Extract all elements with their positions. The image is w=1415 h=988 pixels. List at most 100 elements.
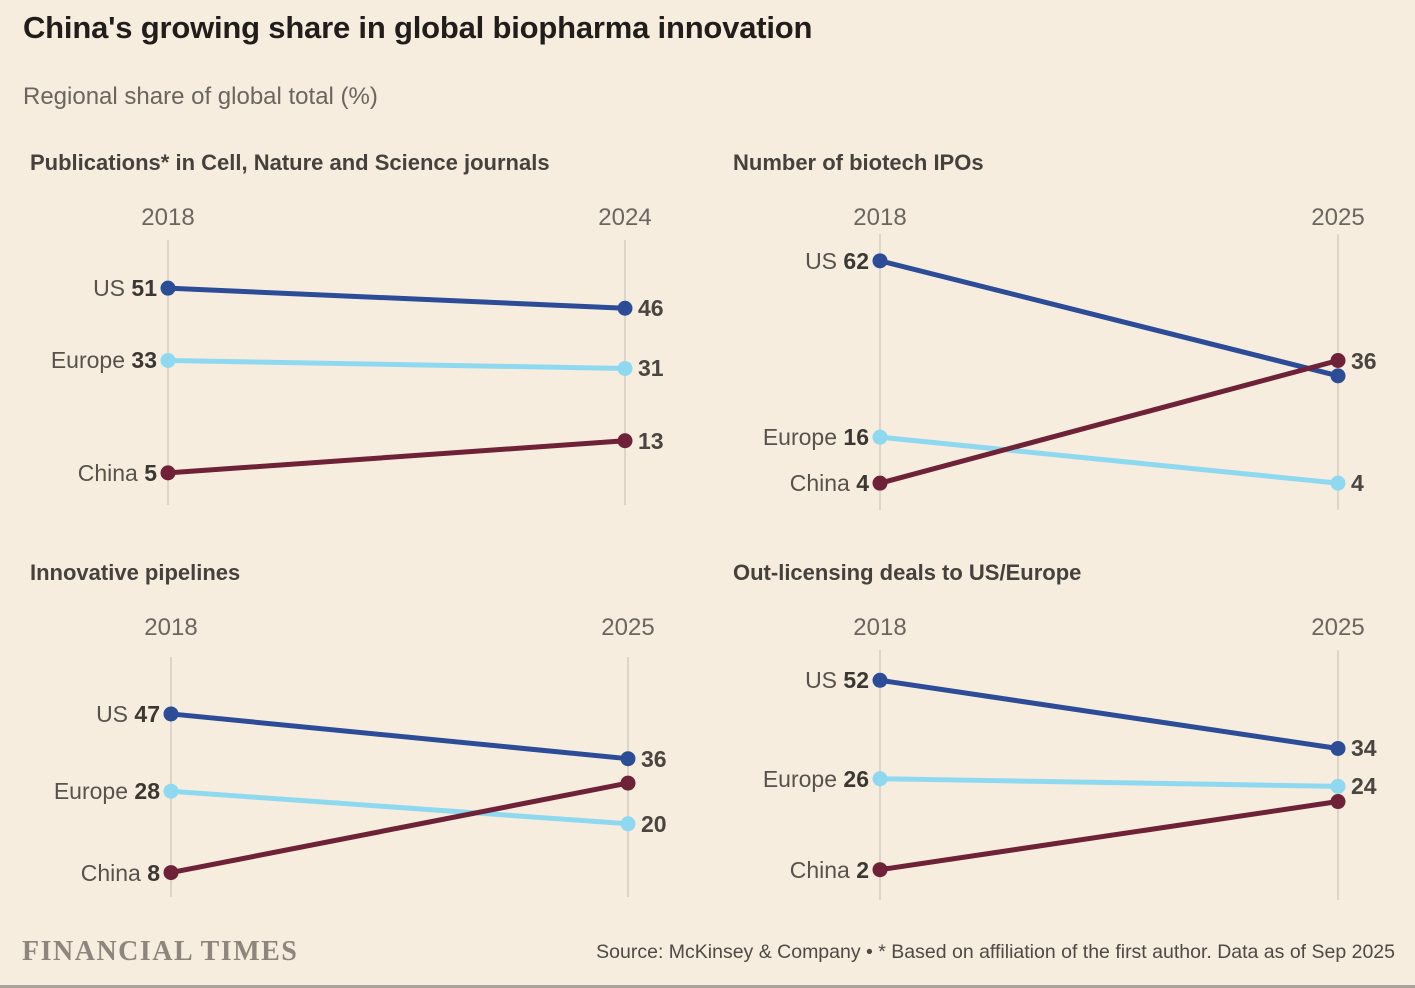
series-start-label: China 4 bbox=[790, 469, 869, 497]
data-point-us-start bbox=[872, 672, 888, 688]
region-start-value: 5 bbox=[144, 459, 157, 486]
data-point-us-end bbox=[620, 751, 636, 767]
region-start-value: 4 bbox=[856, 470, 869, 497]
year-label: 2025 bbox=[1311, 204, 1365, 231]
data-point-europe-start bbox=[872, 429, 888, 445]
year-label: 2024 bbox=[598, 204, 652, 231]
data-point-us-start bbox=[872, 253, 888, 269]
region-start-value: 52 bbox=[843, 667, 869, 694]
series-start-label: US 51 bbox=[93, 274, 157, 302]
series-line-china bbox=[168, 780, 631, 876]
panel-title: Publications* in Cell, Nature and Scienc… bbox=[30, 150, 550, 175]
region-start-value: 62 bbox=[843, 247, 869, 274]
data-point-us-start bbox=[163, 706, 179, 722]
series-line-us bbox=[165, 285, 628, 311]
series-line-china bbox=[877, 799, 1341, 873]
series-end-label: 4 bbox=[1351, 470, 1364, 497]
data-point-europe-end bbox=[1330, 475, 1346, 491]
panel-title: Number of biotech IPOs bbox=[733, 150, 984, 175]
series-end-label: 36 bbox=[1351, 347, 1377, 374]
region-name: US bbox=[96, 700, 135, 727]
series-start-label: China 2 bbox=[790, 856, 869, 884]
region-start-value: 51 bbox=[131, 275, 157, 302]
region-start-value: 2 bbox=[856, 856, 869, 883]
data-point-europe-start bbox=[163, 783, 179, 799]
region-name: Europe bbox=[53, 778, 135, 805]
region-name: Europe bbox=[762, 765, 844, 792]
series-end-label: 36 bbox=[641, 745, 667, 772]
data-point-china-start bbox=[872, 475, 888, 491]
data-point-china-start bbox=[160, 465, 176, 481]
year-label: 2018 bbox=[853, 614, 907, 641]
region-name: China bbox=[789, 856, 857, 883]
data-point-us-start bbox=[160, 280, 176, 296]
data-point-china-end bbox=[620, 775, 636, 791]
window-bottom-edge bbox=[0, 985, 1415, 988]
data-point-europe-end bbox=[620, 816, 636, 832]
data-point-europe-end bbox=[617, 360, 633, 376]
series-end-label: 31 bbox=[638, 355, 664, 382]
region-start-value: 47 bbox=[134, 700, 160, 727]
panel-title: Innovative pipelines bbox=[30, 560, 241, 585]
series-end-label: 24 bbox=[1351, 773, 1377, 800]
region-name: US bbox=[93, 275, 132, 302]
series-line-us bbox=[168, 711, 631, 762]
data-point-europe-start bbox=[160, 352, 176, 368]
series-start-label: US 47 bbox=[96, 700, 160, 728]
series-line-europe bbox=[877, 776, 1341, 789]
source-note: Source: McKinsey & Company • * Based on … bbox=[596, 941, 1395, 963]
series-end-label: 46 bbox=[638, 295, 664, 322]
data-point-europe-start bbox=[872, 771, 888, 787]
series-line-china bbox=[165, 438, 628, 476]
region-start-value: 28 bbox=[134, 778, 160, 805]
region-start-value: 33 bbox=[131, 347, 157, 374]
region-name: Europe bbox=[50, 347, 132, 374]
series-start-label: Europe 16 bbox=[763, 423, 869, 451]
series-start-label: Europe 26 bbox=[763, 765, 869, 793]
data-point-us-end bbox=[1330, 740, 1346, 756]
series-line-us bbox=[877, 677, 1341, 751]
year-label: 2018 bbox=[853, 204, 907, 231]
year-label: 2025 bbox=[1311, 614, 1365, 641]
data-point-china-end bbox=[1330, 353, 1346, 368]
region-name: China bbox=[789, 470, 857, 497]
series-end-label: 13 bbox=[638, 427, 664, 454]
region-start-value: 8 bbox=[147, 859, 160, 886]
data-point-europe-end bbox=[1330, 778, 1346, 794]
series-start-label: US 52 bbox=[805, 666, 869, 694]
series-start-label: China 8 bbox=[81, 859, 160, 887]
data-point-china-start bbox=[163, 865, 179, 881]
region-start-value: 16 bbox=[843, 424, 869, 451]
panel-title: Out-licensing deals to US/Europe bbox=[733, 560, 1082, 585]
data-point-china-start bbox=[872, 862, 888, 878]
ft-logo: FINANCIAL TIMES bbox=[22, 936, 299, 967]
series-line-europe bbox=[165, 357, 628, 371]
series-end-label: 20 bbox=[641, 810, 667, 837]
region-name: Europe bbox=[762, 424, 844, 451]
data-point-china-end bbox=[1330, 794, 1346, 810]
series-start-label: Europe 28 bbox=[54, 777, 160, 805]
year-label: 2018 bbox=[141, 204, 195, 231]
chart-subtitle: Regional share of global total (%) bbox=[23, 83, 378, 110]
series-start-label: China 5 bbox=[78, 459, 157, 487]
series-line-china bbox=[877, 358, 1341, 486]
series-line-us bbox=[877, 258, 1341, 379]
region-name: China bbox=[80, 859, 148, 886]
series-end-label: 34 bbox=[1351, 735, 1377, 762]
data-point-china-end bbox=[617, 433, 633, 449]
page-title: China's growing share in global biopharm… bbox=[23, 10, 813, 45]
series-start-label: US 62 bbox=[805, 247, 869, 275]
year-label: 2018 bbox=[144, 614, 198, 641]
series-start-label: Europe 33 bbox=[51, 346, 157, 374]
series-line-europe bbox=[168, 788, 631, 827]
region-name: US bbox=[805, 247, 844, 274]
series-line-europe bbox=[877, 434, 1341, 486]
data-point-us-end bbox=[1330, 368, 1346, 384]
region-start-value: 26 bbox=[843, 765, 869, 792]
region-name: US bbox=[805, 667, 844, 694]
data-point-us-end bbox=[617, 300, 633, 316]
region-name: China bbox=[77, 459, 145, 486]
year-label: 2025 bbox=[601, 614, 655, 641]
